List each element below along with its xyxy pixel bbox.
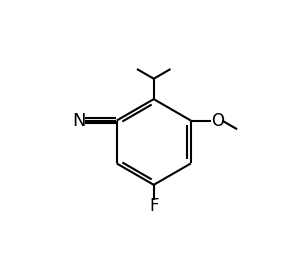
Text: O: O xyxy=(212,112,224,130)
Text: N: N xyxy=(73,112,86,130)
Text: F: F xyxy=(149,197,158,215)
